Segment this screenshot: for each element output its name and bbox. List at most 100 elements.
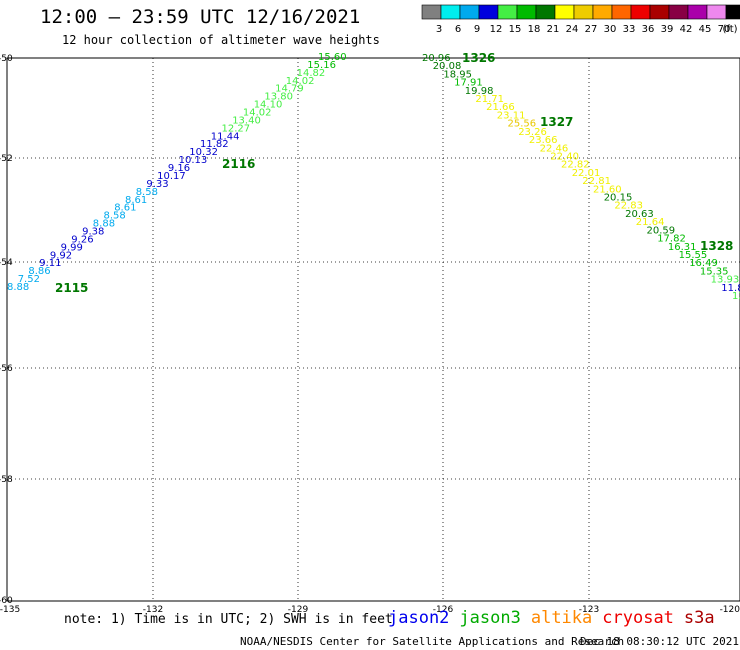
swh-value: 25.56 bbox=[508, 119, 537, 130]
swh-value: 8.58 bbox=[136, 187, 158, 198]
scale-label: 3 bbox=[436, 24, 442, 35]
swh-value: 21.71 bbox=[475, 94, 504, 105]
swh-value: 11.44 bbox=[211, 131, 240, 142]
scale-label: 9 bbox=[474, 24, 480, 35]
scale-label: 36 bbox=[642, 24, 655, 35]
longitude-label: -135 bbox=[0, 605, 20, 615]
pass-label: 2116 bbox=[222, 157, 255, 171]
satellite-legend: jason2 jason3 altika cryosat s3a bbox=[388, 608, 725, 628]
latitude-label: -56 bbox=[0, 364, 13, 374]
scale-swatch bbox=[421, 4, 442, 20]
scale-swatch bbox=[687, 4, 708, 20]
map-title: 12:00 – 23:59 UTC 12/16/2021 bbox=[40, 6, 361, 28]
swh-value: 11.80 bbox=[721, 283, 740, 294]
swh-value: 23.66 bbox=[529, 135, 558, 146]
longitude-label: -123 bbox=[579, 605, 599, 615]
swh-value: 23.26 bbox=[518, 127, 547, 138]
swh-value: 9.38 bbox=[82, 227, 104, 238]
longitude-label: -132 bbox=[143, 605, 163, 615]
swh-value: 14.79 bbox=[275, 84, 304, 95]
swh-value: 16.31 bbox=[668, 242, 697, 253]
scale-label: 18 bbox=[528, 24, 541, 35]
satellite-legend-item: s3a bbox=[683, 608, 715, 628]
pass-label: 2115 bbox=[55, 281, 88, 295]
scale-swatch bbox=[649, 4, 670, 20]
latitude-labels: -50 -52 -54 -56 -58 -60 bbox=[0, 54, 13, 606]
scale-swatch bbox=[573, 4, 594, 20]
swh-value: 21.64 bbox=[636, 217, 665, 228]
scale-swatch bbox=[668, 4, 689, 20]
swh-value: 10.17 bbox=[157, 171, 186, 182]
swh-value: 15.60 bbox=[318, 52, 347, 63]
swh-value: 8.86 bbox=[28, 266, 50, 277]
swh-value: 22.83 bbox=[614, 201, 643, 212]
swh-value: 11.82 bbox=[200, 139, 229, 150]
longitude-label: -120 bbox=[720, 605, 740, 615]
scale-swatch bbox=[706, 4, 727, 20]
scale-label: 45 bbox=[699, 24, 712, 35]
scale-swatch bbox=[497, 4, 518, 20]
east-track: 20.9620.0818.9517.9119.9821.7121.6623.11… bbox=[422, 51, 740, 302]
swh-value: 14.10 bbox=[254, 100, 283, 111]
satellite-legend-item: jason2 bbox=[388, 608, 450, 628]
swh-value: 8.88 bbox=[93, 219, 115, 230]
swh-value: 15.55 bbox=[679, 250, 708, 261]
swh-value: 23.11 bbox=[497, 110, 526, 121]
scale-swatch bbox=[478, 4, 499, 20]
scale-swatch bbox=[630, 4, 651, 20]
scale-label: 33 bbox=[623, 24, 636, 35]
swh-value: 21.60 bbox=[593, 184, 622, 195]
swh-value: 17.91 bbox=[454, 78, 483, 89]
swh-value: 14.02 bbox=[286, 76, 315, 87]
swh-value: 8.61 bbox=[114, 203, 136, 214]
swh-value: 15.35 bbox=[700, 266, 729, 277]
swh-value: 13.93 bbox=[711, 275, 740, 286]
swh-value: 20.59 bbox=[647, 225, 676, 236]
swh-value: 9.99 bbox=[61, 242, 83, 253]
scale-label: (ft) bbox=[722, 24, 737, 35]
swh-value: 13.80 bbox=[264, 92, 293, 103]
swh-value: 9.11 bbox=[39, 258, 61, 269]
swh-value: 14.02 bbox=[243, 108, 272, 119]
map-subtitle: 12 hour collection of altimeter wave hei… bbox=[62, 33, 380, 47]
scale-swatch bbox=[440, 4, 461, 20]
latitude-label: -54 bbox=[0, 258, 13, 268]
graticule bbox=[7, 58, 740, 601]
swh-value: 20.08 bbox=[433, 61, 462, 72]
scale-label: 15 bbox=[509, 24, 522, 35]
swh-value: 10.13 bbox=[179, 155, 208, 166]
pass-label: 1327 bbox=[540, 115, 573, 129]
latitude-label: -60 bbox=[0, 596, 13, 606]
scale-label: 6 bbox=[455, 24, 461, 35]
swh-value: 10.32 bbox=[189, 147, 218, 158]
longitude-label: -129 bbox=[288, 605, 309, 615]
map-frame bbox=[6, 57, 740, 602]
swh-value: 22.40 bbox=[550, 152, 579, 163]
swh-value: 7.52 bbox=[18, 274, 40, 285]
scale-swatch bbox=[516, 4, 537, 20]
swh-value: 8.88 bbox=[7, 282, 29, 293]
swh-value: 21.66 bbox=[486, 102, 515, 113]
scale-label: 24 bbox=[566, 24, 579, 35]
longitude-label: -126 bbox=[433, 605, 454, 615]
scale-label: 27 bbox=[585, 24, 598, 35]
color-scale: 3 6 9 12 15 18 21 24 27 30 33 36 39 42 45 70(ft) bbox=[421, 4, 740, 35]
scale-swatch bbox=[611, 4, 632, 20]
scale-swatch bbox=[592, 4, 613, 20]
longitude-labels: -135 -132 -129 -126 -123 -120 bbox=[0, 605, 740, 615]
swh-value: 20.96 bbox=[422, 53, 451, 64]
credit-text: NOAA/NESDIS Center for Satellite Applica… bbox=[240, 635, 625, 648]
latitude-label: -50 bbox=[0, 54, 13, 64]
scale-label: 30 bbox=[604, 24, 617, 35]
scale-swatch bbox=[459, 4, 480, 20]
satellite-legend-item: altika bbox=[530, 608, 593, 628]
swh-value: 8.61 bbox=[125, 195, 147, 206]
swh-value: 14.82 bbox=[297, 68, 326, 79]
swh-value: 16.49 bbox=[689, 258, 718, 269]
swh-value: 17.82 bbox=[657, 234, 686, 245]
swh-value: 15.16 bbox=[307, 60, 336, 71]
swh-value: 18.95 bbox=[443, 69, 472, 80]
swh-value: 22.82 bbox=[561, 160, 590, 171]
scale-label: 39 bbox=[661, 24, 674, 35]
